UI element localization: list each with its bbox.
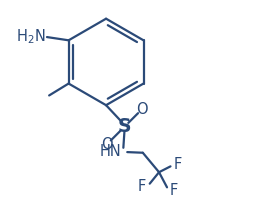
Text: O: O [136,102,148,117]
Text: HN: HN [100,144,122,159]
Text: F: F [170,183,178,198]
Text: F: F [138,179,146,194]
Text: F: F [174,157,182,172]
Text: S: S [118,117,131,136]
Text: O: O [101,137,112,152]
Text: H$_2$N: H$_2$N [16,28,46,46]
